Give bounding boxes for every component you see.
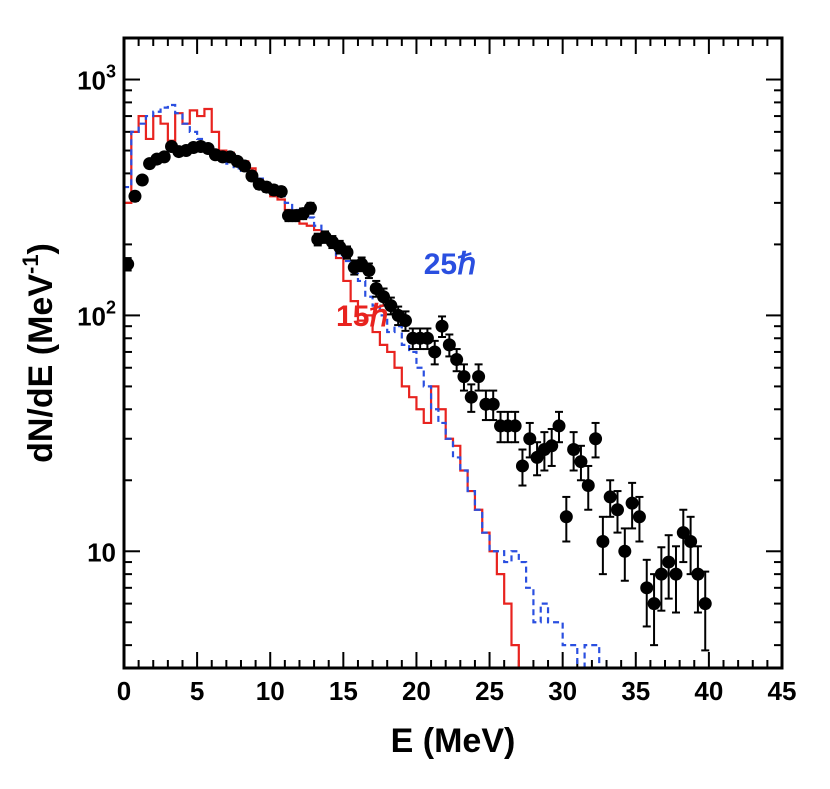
y-axis-title-superscript: -1 — [18, 254, 43, 274]
data-point — [157, 150, 171, 164]
data-point — [472, 370, 486, 384]
series-annotation: 25ℏ — [424, 248, 476, 281]
data-point — [128, 189, 142, 203]
data-point — [238, 159, 252, 173]
data-point — [676, 526, 690, 540]
data-point — [567, 443, 581, 457]
x-tick-label: 25 — [475, 676, 504, 706]
x-tick-label: 40 — [694, 676, 723, 706]
y-tick-label: 103 — [77, 62, 116, 96]
plot-area — [124, 103, 712, 668]
annotations: 25ℏ 15ℏ — [336, 248, 476, 333]
data-point — [698, 597, 712, 611]
y-tick-base: 10 — [77, 66, 106, 96]
data-point — [124, 257, 135, 271]
y-tick-label: 102 — [77, 297, 116, 331]
data-point — [647, 597, 661, 611]
x-axis-title: E (MeV) — [391, 722, 516, 760]
data-point — [428, 345, 442, 359]
data-point — [632, 510, 646, 524]
data-point — [464, 390, 478, 404]
data-point — [135, 173, 149, 187]
x-tick-label: 30 — [548, 676, 577, 706]
data-point — [435, 319, 449, 333]
data-point — [457, 370, 471, 384]
data-point — [515, 459, 529, 473]
y-axis-title-close: ) — [22, 243, 60, 254]
data-point — [377, 290, 391, 304]
data-point — [274, 185, 288, 199]
data-point — [340, 245, 354, 259]
data-point — [384, 299, 398, 313]
plot-frame — [122, 36, 784, 670]
y-tick-base: 10 — [77, 301, 106, 331]
series-annotation: 15ℏ — [336, 300, 388, 333]
data-point — [552, 419, 566, 433]
data-point — [442, 338, 456, 352]
data-point — [684, 535, 698, 549]
y-axis-title: dN/dE (MeV-1) — [18, 243, 60, 463]
data-point — [611, 503, 624, 517]
x-tick-label: 35 — [621, 676, 650, 706]
series-data-points — [124, 140, 712, 652]
y-tick-base: 10 — [87, 537, 116, 567]
data-point — [589, 432, 603, 446]
y-axis-title-main: dN/dE (MeV — [22, 274, 60, 463]
x-tick-label: 5 — [190, 676, 204, 706]
data-point — [508, 419, 522, 433]
data-point — [662, 555, 676, 569]
data-point — [596, 535, 610, 549]
data-point — [420, 331, 434, 345]
x-tick-label: 0 — [117, 676, 131, 706]
data-point — [654, 567, 668, 581]
y-tick-exponent: 2 — [106, 297, 116, 317]
data-point — [603, 490, 617, 504]
data-point — [486, 397, 500, 411]
y-tick-label: 10 — [87, 537, 116, 567]
data-point — [640, 581, 654, 595]
data-point — [362, 264, 376, 278]
data-point — [691, 567, 705, 581]
x-tick-label: 20 — [402, 676, 431, 706]
data-point — [669, 567, 683, 581]
x-tick-label: 45 — [768, 676, 797, 706]
data-point — [581, 479, 595, 493]
data-point — [574, 455, 588, 469]
data-point — [303, 201, 317, 215]
data-point — [450, 353, 464, 367]
x-tick-label: 15 — [329, 676, 358, 706]
x-tick-labels: 0 5 10 15 20 25 30 35 40 45 — [117, 676, 797, 706]
data-point — [523, 432, 537, 446]
data-point — [559, 510, 573, 524]
data-point — [618, 544, 632, 558]
y-tick-exponent: 3 — [106, 62, 116, 82]
data-point — [545, 439, 559, 453]
x-tick-label: 10 — [256, 676, 285, 706]
data-point — [398, 314, 412, 328]
data-point — [625, 496, 639, 510]
